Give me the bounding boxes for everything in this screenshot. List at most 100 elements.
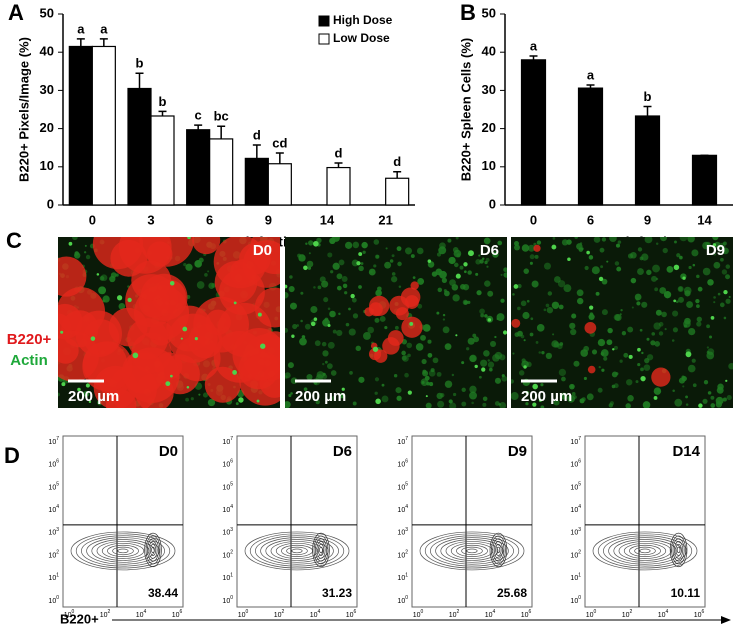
speck xyxy=(421,380,425,384)
speck xyxy=(375,289,382,297)
speck xyxy=(601,309,608,316)
speck xyxy=(571,391,576,396)
speck xyxy=(339,392,345,399)
speck xyxy=(540,383,544,387)
bar xyxy=(577,87,604,206)
speck xyxy=(482,396,488,402)
speck xyxy=(571,313,577,319)
y-tick-label: 0 xyxy=(47,196,54,211)
significance-letter: b xyxy=(644,89,652,104)
speck xyxy=(425,402,432,408)
speck xyxy=(725,298,731,304)
day-label: D9 xyxy=(706,242,725,259)
speck xyxy=(658,321,664,327)
speck xyxy=(315,399,320,405)
tick-exp: 5 xyxy=(578,482,581,488)
speck xyxy=(442,326,450,334)
y-tick-label: 103 xyxy=(222,527,233,537)
speck xyxy=(623,352,629,358)
red-patch xyxy=(250,237,280,275)
speck xyxy=(630,277,637,284)
plot-frame xyxy=(584,435,706,608)
error-bar xyxy=(334,162,343,168)
speck xyxy=(728,295,731,299)
speck xyxy=(685,403,689,406)
speck xyxy=(545,352,553,359)
speck xyxy=(85,254,91,260)
y-tick-label: 102 xyxy=(397,550,408,560)
tick-exp: 6 xyxy=(702,609,705,615)
speck xyxy=(683,324,688,328)
speck xyxy=(600,265,604,269)
speck xyxy=(481,367,486,372)
contour xyxy=(270,541,324,561)
y-tick-label: 30 xyxy=(40,82,54,97)
day-label: D0 xyxy=(159,443,178,460)
speck xyxy=(467,300,471,304)
speck xyxy=(710,403,716,408)
speck xyxy=(512,352,515,355)
speck xyxy=(469,391,478,400)
speck xyxy=(391,254,395,258)
speck xyxy=(628,354,633,359)
contour xyxy=(445,541,499,561)
speck xyxy=(606,260,609,263)
speck xyxy=(476,290,482,296)
speck xyxy=(329,310,336,318)
red-patch xyxy=(58,256,87,297)
x-tick-label: 106 xyxy=(346,609,357,619)
plot-frame xyxy=(62,435,184,608)
speck xyxy=(363,331,371,340)
contour xyxy=(255,535,339,567)
speck xyxy=(529,254,535,260)
speck xyxy=(706,346,710,349)
red-patch xyxy=(232,328,280,381)
red-patch xyxy=(651,367,671,387)
speck xyxy=(589,305,594,310)
error-bar xyxy=(158,110,167,116)
speck xyxy=(374,317,380,323)
speck xyxy=(384,261,392,269)
y-tick-label: 104 xyxy=(48,504,59,514)
speck xyxy=(597,387,603,393)
speck xyxy=(361,241,368,249)
speck xyxy=(127,297,132,303)
significance-letter: c xyxy=(195,108,202,123)
contour xyxy=(313,535,329,565)
speck xyxy=(671,339,675,342)
speck xyxy=(640,376,646,382)
error-bar xyxy=(529,55,538,60)
speck xyxy=(679,255,683,260)
speck xyxy=(535,341,539,344)
contour xyxy=(592,531,698,571)
speck xyxy=(61,382,66,387)
x-tick-label: 100 xyxy=(64,609,75,619)
speck xyxy=(552,333,555,336)
speck xyxy=(662,247,668,254)
significance-letter: b xyxy=(159,94,167,109)
speck xyxy=(362,250,366,254)
speck xyxy=(207,270,210,273)
y-tick-label: 103 xyxy=(397,527,408,537)
speck xyxy=(194,337,198,341)
speck xyxy=(211,283,216,288)
speck xyxy=(580,349,589,357)
tick-exp: 1 xyxy=(230,573,233,579)
speck xyxy=(676,253,681,258)
speck xyxy=(712,237,719,241)
speck xyxy=(551,244,557,250)
speck xyxy=(417,278,425,285)
percent-label: 38.44 xyxy=(148,586,178,600)
day-label: D0 xyxy=(253,242,272,259)
speck xyxy=(521,244,530,252)
tick-exp: 4 xyxy=(56,504,59,510)
speck xyxy=(355,345,362,352)
speck xyxy=(713,301,716,304)
speck xyxy=(517,306,521,311)
speck xyxy=(372,346,379,352)
x-tick-label: 104 xyxy=(658,609,669,619)
speck xyxy=(443,289,447,293)
speck xyxy=(525,402,529,406)
speck xyxy=(557,343,563,350)
speck xyxy=(422,370,429,377)
